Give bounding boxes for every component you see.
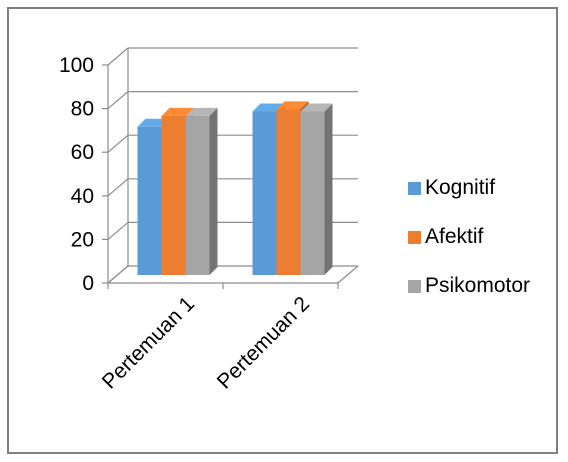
gridline-side bbox=[107, 178, 129, 197]
bar-psikomotor-1 bbox=[185, 107, 218, 275]
y-tick-label: 60 bbox=[71, 141, 94, 164]
bar-side bbox=[324, 103, 333, 275]
bar-top bbox=[161, 107, 194, 116]
legend-label: Afektif bbox=[425, 225, 484, 248]
legend-item-kognitif: Kognitif bbox=[408, 176, 495, 199]
bar-front bbox=[161, 115, 186, 275]
bar-front bbox=[137, 126, 162, 275]
y-tick-label: 80 bbox=[71, 98, 94, 121]
gridline-side bbox=[107, 91, 129, 110]
y-tick-label: 20 bbox=[71, 228, 94, 251]
bar-top bbox=[300, 103, 333, 112]
gridline-side bbox=[107, 265, 129, 284]
y-tick-label: 0 bbox=[82, 272, 94, 295]
chart-legend: Kognitif Afektif Psikomotor bbox=[408, 176, 530, 297]
gridline-side bbox=[107, 47, 129, 66]
legend-item-psikomotor: Psikomotor bbox=[408, 274, 530, 297]
legend-swatch bbox=[408, 280, 421, 293]
floor-right-edge bbox=[337, 265, 359, 284]
x-category-label: Pertemuan 2 bbox=[213, 292, 314, 393]
bar-psikomotor-2 bbox=[300, 103, 333, 275]
bar-front bbox=[276, 109, 301, 275]
gridline-side bbox=[107, 134, 129, 153]
bar-front bbox=[252, 111, 277, 275]
legend-label: Psikomotor bbox=[425, 274, 530, 297]
y-tick-label: 40 bbox=[71, 185, 94, 208]
bar-top bbox=[276, 101, 309, 110]
bar-front bbox=[185, 115, 210, 275]
gridline-side bbox=[107, 221, 129, 240]
chart-bars bbox=[137, 101, 333, 275]
y-axis-ticks: 0 20 40 60 80 100 bbox=[59, 54, 94, 295]
y-tick-label: 100 bbox=[59, 54, 94, 77]
legend-label: Kognitif bbox=[425, 176, 495, 199]
legend-swatch bbox=[408, 182, 421, 195]
x-category-label: Pertemuan 1 bbox=[98, 292, 199, 393]
x-axis-categories: Pertemuan 1 Pertemuan 2 bbox=[98, 292, 314, 393]
bar-front bbox=[300, 111, 325, 275]
legend-swatch bbox=[408, 231, 421, 244]
bar-side bbox=[209, 107, 218, 275]
legend-item-afektif: Afektif bbox=[408, 225, 484, 248]
bar-top bbox=[185, 107, 218, 116]
